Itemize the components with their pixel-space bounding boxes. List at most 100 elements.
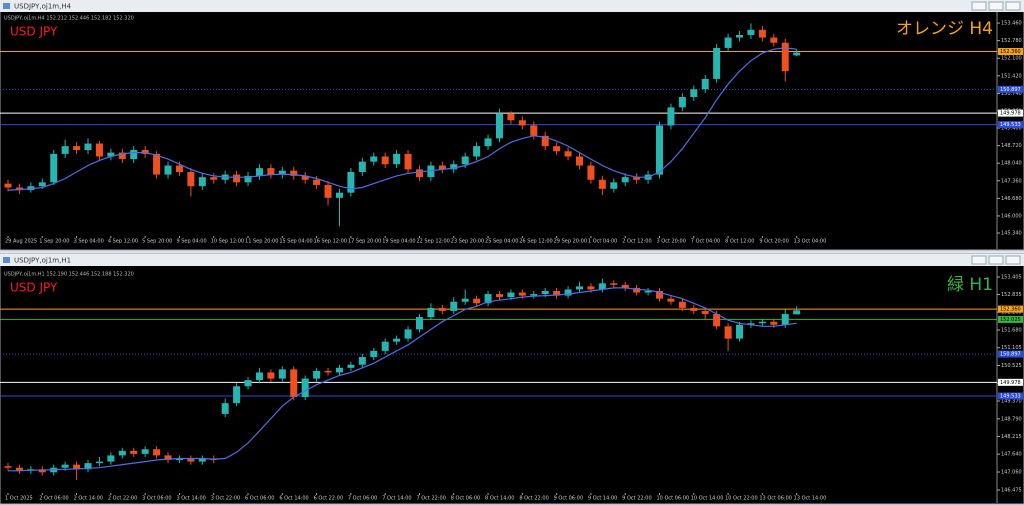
candle-body [267,168,275,175]
candle-body [95,461,103,464]
candle-body [518,292,526,296]
candle-body [461,156,469,165]
candle-body [678,97,686,108]
x-tick-label: 8 Oct 12:00 [725,239,754,245]
candle-body [598,283,606,290]
y-tick-label: 150.525 [1001,363,1022,369]
candle-body [381,156,389,165]
candle-body [576,286,583,290]
candle-body [633,287,641,293]
info-line: USDJPY,oj1m,H1 152.190 152.446 152.188 1… [4,272,134,278]
candle-body [667,298,675,302]
candle-body [175,165,183,172]
title-bar [0,0,1024,12]
candle-body [415,169,423,178]
y-tick-label: 149.370 [1001,399,1022,405]
x-tick-label: 15 Sep 04:00 [279,239,312,245]
x-tick-label: 6 Oct 06:00 [245,496,274,502]
candle-body [530,294,538,296]
x-tick-label: 25 Sep 04:00 [485,239,518,245]
candle-body [278,369,286,379]
window-frame [0,253,1024,505]
minimize-button[interactable] [971,1,987,11]
candle-body [130,450,138,454]
candle-body [358,357,366,365]
candle-body [770,37,778,43]
candle-body [713,47,721,79]
x-tick-label: 9 Oct 22:00 [622,496,651,502]
x-tick-label: 13 Oct 04:00 [794,239,827,245]
y-tick-label: 151.420 [1001,73,1022,79]
candle-body [644,290,652,293]
candle-body [507,292,515,298]
x-tick-label: 9 Oct 06:00 [554,496,583,502]
x-tick-label: 10 Sep 12:00 [211,239,244,245]
candle-body [175,458,183,461]
candle-body [576,156,583,166]
x-tick-label: 13 Oct 06:00 [759,496,792,502]
title-bar [0,254,1024,266]
minimize-button[interactable] [971,255,987,265]
y-tick-label: 152.835 [1001,292,1022,298]
candle-body [61,464,69,468]
candle-body [27,186,35,191]
y-tick-label: 147.360 [1001,178,1022,184]
y-tick-label: 148.720 [1001,143,1022,149]
candle-body [404,153,412,170]
candle-body [301,378,309,398]
candle-body [484,138,492,147]
x-tick-label: 6 Oct 22:00 [314,496,343,502]
candle-body [15,467,23,471]
x-tick-label: 7 Oct 22:00 [416,496,445,502]
window-icon [3,257,10,263]
candle-body [758,29,766,38]
candle-body [50,153,58,183]
info-line: USDJPY,oj1m,H4 152.212 152.446 152.182 1… [4,16,134,22]
x-tick-label: 5 Sep 20:00 [142,239,172,245]
y-tick-label: 147.640 [1001,452,1022,458]
candle-body [324,184,332,198]
maximize-button[interactable] [988,255,1004,265]
candle-body [164,165,172,175]
candle-body [518,120,526,126]
candle-body [324,370,332,373]
candle-body [210,177,218,180]
level-label: 152.025 [1000,317,1021,323]
candle-body [541,135,549,147]
level-label: 150.897 [1000,352,1021,358]
candle-body [107,455,115,462]
level-label-box [998,109,1023,117]
candle-body [187,458,195,462]
candle-body [107,152,115,157]
maximize-button[interactable] [988,1,1004,11]
x-tick-label: 17 Sep 20:00 [348,239,381,245]
x-tick-label: 1 Oct 04:00 [588,239,617,245]
candle-body [747,323,755,325]
candle-body [415,317,423,330]
candle-body [530,125,538,136]
symbol-label: USD JPY [10,25,58,39]
candle-body [713,314,721,327]
candle-body [656,125,664,175]
candle-body [347,171,355,193]
candle-body [187,171,195,187]
candle-body [724,37,732,48]
y-tick-label: 148.040 [1001,161,1022,167]
candle-body [495,294,503,298]
candle-body [564,151,572,157]
candle-body [495,113,503,139]
candle-body [335,367,343,373]
window-icon [3,3,10,9]
candle-body [678,301,686,308]
candle-body [95,143,103,157]
candle-body [758,321,766,324]
candle-body [450,301,458,311]
y-tick-label: 146.000 [1001,213,1022,219]
close-button[interactable] [1005,1,1021,11]
candle-body [61,146,69,154]
close-button[interactable] [1005,255,1021,265]
candle-body [656,290,664,299]
x-tick-label: 23 Sep 20:00 [451,239,484,245]
candle-body [438,307,446,311]
